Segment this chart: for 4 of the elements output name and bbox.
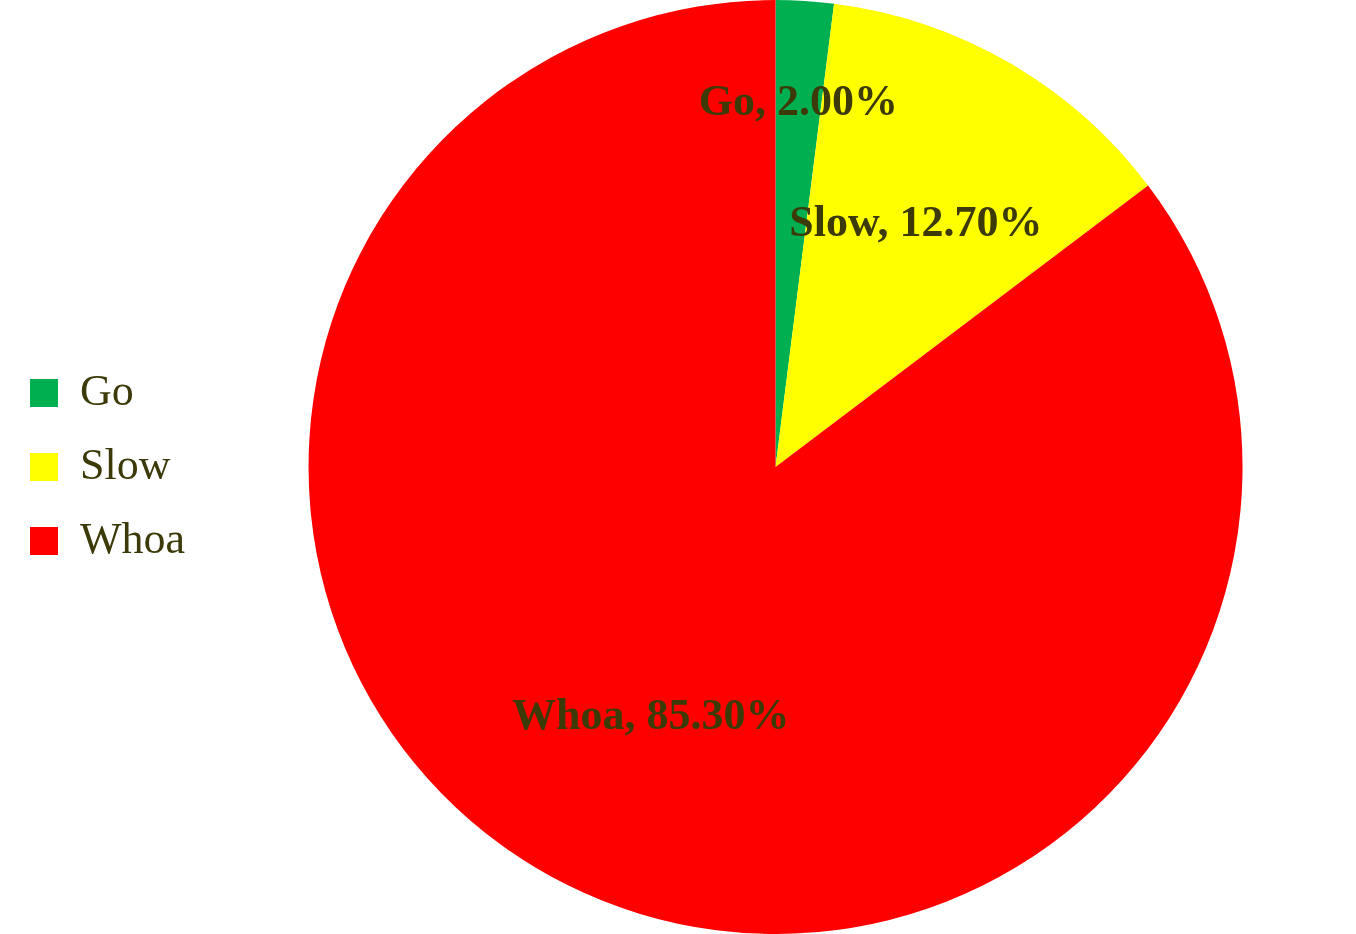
legend-label: Slow <box>80 439 171 489</box>
legend-label: Go <box>80 365 134 415</box>
data-label: Whoa, 85.30% <box>511 690 790 740</box>
legend-label: Whoa <box>80 513 186 563</box>
